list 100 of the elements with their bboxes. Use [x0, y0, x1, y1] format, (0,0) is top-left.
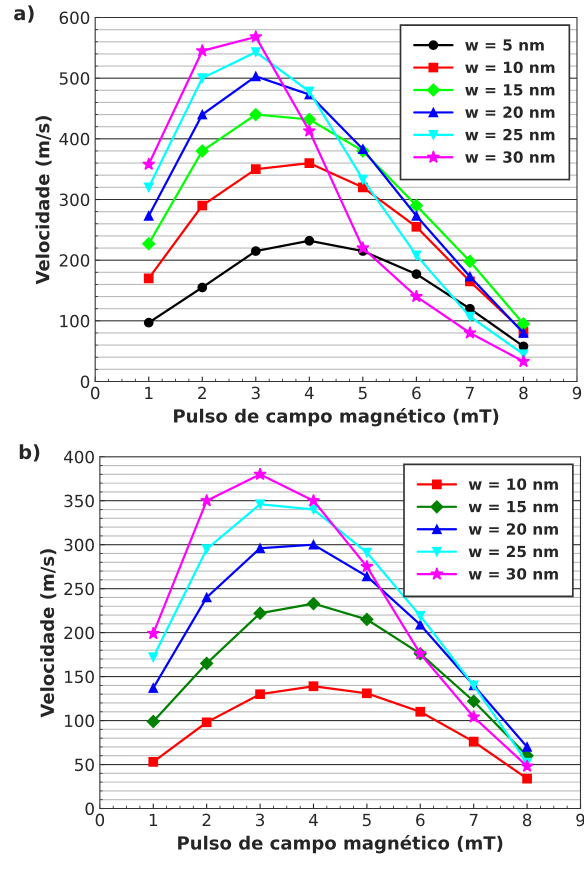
x-tick-label: 5: [358, 386, 367, 400]
point: [362, 571, 372, 582]
legend-label: w = 10 nm: [465, 62, 554, 74]
point: [468, 736, 479, 747]
x-tick-label: 5: [362, 814, 371, 826]
point: [250, 47, 261, 57]
x-tick-label: 4: [308, 814, 318, 826]
point: [302, 112, 316, 126]
y-tick-label: 0: [86, 802, 94, 816]
chart-title: b): [20, 444, 40, 462]
legend-label: w = 5 nm: [465, 39, 544, 51]
legend-label: w = 25 nm: [468, 546, 558, 558]
legend-label: w = 15 nm: [465, 84, 554, 96]
point: [358, 174, 368, 184]
chart-title: a): [14, 5, 34, 23]
legend-label: w = 10 nm: [468, 478, 558, 490]
x-tick-label: 6: [416, 814, 425, 826]
x-tick-label: 3: [252, 386, 260, 400]
x-tick-label: 2: [198, 386, 206, 400]
point: [146, 714, 160, 728]
point: [306, 597, 320, 610]
y-tick-label: 300: [64, 538, 94, 552]
point: [360, 612, 374, 626]
legend-label: w = 30 nm: [468, 568, 558, 580]
y-axis-title: Velocidade (m/s): [40, 549, 56, 718]
y-tick-label: 100: [60, 314, 90, 328]
point: [250, 71, 261, 82]
y-tick-label: 400: [59, 132, 90, 146]
x-tick-label: 1: [150, 814, 158, 826]
y-tick-label: 400: [64, 450, 94, 464]
point: [200, 656, 214, 670]
y-tick-label: 200: [64, 626, 94, 640]
point: [412, 222, 422, 232]
point: [197, 73, 208, 84]
point: [202, 544, 212, 554]
point: [255, 543, 265, 554]
point: [412, 211, 422, 221]
point: [522, 742, 532, 752]
point: [467, 694, 480, 708]
point: [463, 254, 477, 268]
x-tick-label: 1: [145, 386, 152, 400]
x-tick-label: 8: [522, 814, 532, 826]
point: [465, 272, 475, 282]
point: [304, 158, 314, 168]
point: [253, 606, 267, 620]
point: [467, 710, 480, 723]
legend-label: w = 30 nm: [465, 151, 554, 163]
point: [308, 504, 318, 514]
x-axis-title: Pulso de campo magnético (mT): [174, 408, 498, 426]
point: [415, 620, 426, 630]
point: [362, 548, 372, 558]
point: [415, 706, 426, 717]
point: [516, 354, 530, 368]
point: [308, 681, 318, 692]
point: [196, 144, 209, 158]
y-tick-label: 100: [65, 714, 94, 728]
y-tick-label: 50: [75, 758, 94, 772]
point: [144, 318, 154, 328]
point: [142, 237, 156, 250]
x-tick-label: 9: [572, 386, 582, 400]
y-tick-label: 0: [80, 375, 90, 388]
point: [308, 540, 318, 550]
y-tick-label: 500: [60, 72, 90, 85]
point: [304, 236, 314, 246]
x-tick-label: 4: [304, 386, 314, 400]
point: [253, 467, 267, 480]
point: [249, 108, 262, 122]
y-tick-label: 300: [60, 193, 90, 206]
point: [465, 312, 475, 322]
x-tick-label: 8: [519, 386, 528, 400]
x-tick-label: 6: [412, 386, 421, 400]
x-tick-label: 7: [470, 814, 478, 826]
point: [410, 290, 424, 302]
x-tick-label: 0: [96, 814, 104, 826]
point: [412, 250, 422, 260]
legend-label: w = 15 nm: [468, 501, 558, 512]
point: [148, 652, 158, 662]
point: [197, 200, 208, 210]
x-axis-title: Pulso de campo magnético (mT): [178, 835, 502, 854]
point: [202, 717, 212, 728]
point: [146, 626, 160, 640]
point: [197, 282, 208, 292]
point: [302, 124, 316, 137]
point: [306, 494, 320, 506]
point: [522, 774, 532, 784]
point: [415, 611, 426, 621]
point: [202, 592, 212, 602]
x-tick-label: 3: [256, 814, 264, 826]
point: [356, 241, 370, 254]
y-tick-label: 350: [64, 494, 94, 508]
y-tick-label: 150: [65, 670, 94, 684]
point: [200, 494, 214, 506]
point: [250, 246, 261, 256]
y-tick-label: 200: [60, 254, 90, 267]
point: [142, 157, 156, 170]
y-axis-title: Velocidade (m/s): [35, 116, 52, 284]
point: [249, 30, 262, 43]
point: [410, 198, 423, 212]
y-tick-label: 600: [60, 11, 90, 24]
point: [362, 688, 372, 698]
